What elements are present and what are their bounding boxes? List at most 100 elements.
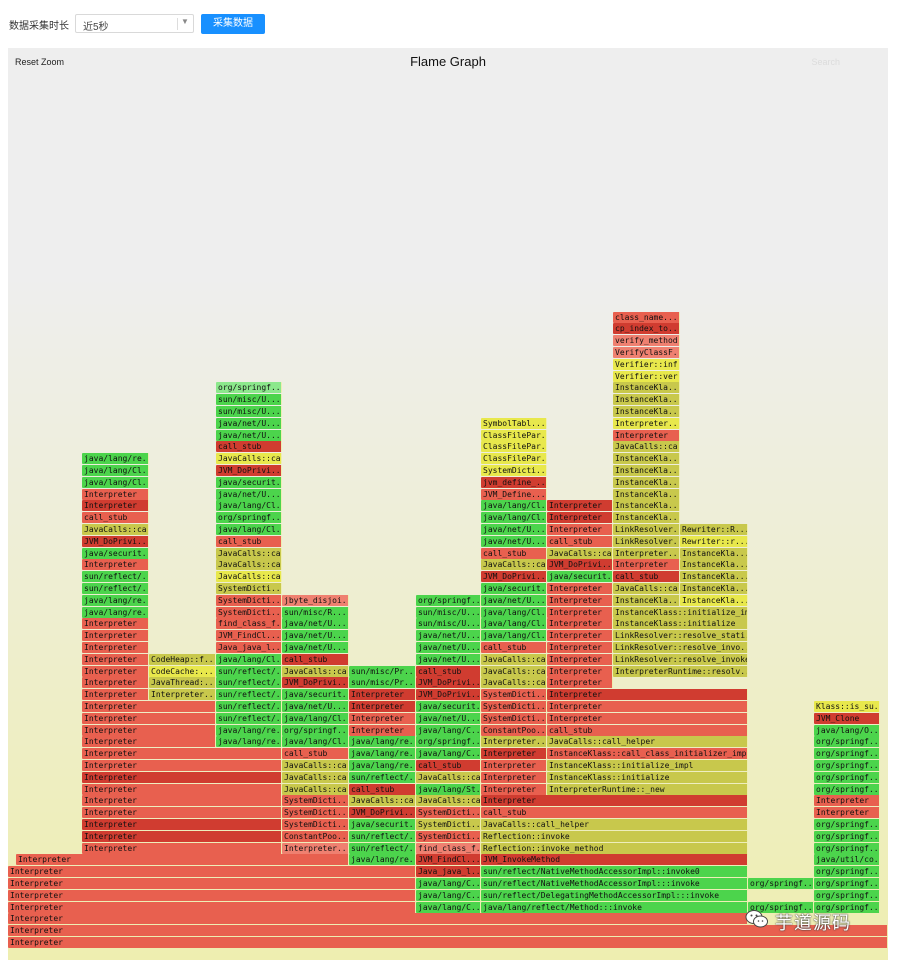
flame-frame[interactable]: class_name... xyxy=(613,311,680,323)
flame-frame[interactable]: JVM_DoPrivi... xyxy=(416,689,481,701)
flame-frame[interactable]: sun/reflect/... xyxy=(216,677,282,689)
flame-frame[interactable]: CodeHeap::f... xyxy=(149,653,216,665)
flame-frame[interactable]: java/lang/O... xyxy=(814,724,880,736)
flame-frame[interactable]: org/springf... xyxy=(416,594,481,606)
flame-frame[interactable]: SystemDicti... xyxy=(481,701,547,712)
flame-frame[interactable]: Interpreter xyxy=(8,937,888,948)
flame-frame[interactable]: java/lang/re... xyxy=(82,594,149,606)
flame-frame[interactable]: Interpreter xyxy=(547,512,613,524)
flame-frame[interactable]: JavaCalls::ca... xyxy=(282,665,349,677)
flame-frame[interactable]: java/net/U... xyxy=(216,429,282,441)
flame-frame[interactable]: java/net/U... xyxy=(282,642,349,653)
flame-frame[interactable]: ClassFilePar... xyxy=(481,429,547,441)
flame-frame[interactable]: Interpreter xyxy=(481,771,547,783)
flame-frame[interactable]: java/net/U... xyxy=(416,630,481,642)
flame-frame[interactable]: org/springf... xyxy=(416,736,481,748)
flame-frame[interactable]: Interpreter xyxy=(349,724,416,736)
flame-frame[interactable]: org/springf... xyxy=(748,878,814,889)
flame-frame[interactable]: Interpreter xyxy=(82,724,216,736)
flame-frame[interactable]: LinkResolver... xyxy=(613,524,680,535)
flame-frame[interactable]: JavaCalls::ca... xyxy=(282,783,349,795)
flame-frame[interactable]: Interpreter xyxy=(481,760,547,771)
flame-frame[interactable]: SystemDicti... xyxy=(416,830,481,842)
flame-frame[interactable]: InstanceKla... xyxy=(613,476,680,488)
flame-frame[interactable]: org/springf... xyxy=(814,819,880,830)
flame-frame[interactable]: JVM_DoPrivi... xyxy=(282,677,349,689)
flame-frame[interactable]: org/springf... xyxy=(814,783,880,795)
flame-frame[interactable]: sun/reflect/... xyxy=(349,771,416,783)
flame-frame[interactable]: call_stub xyxy=(349,783,416,795)
flame-frame[interactable]: JavaCalls::ca... xyxy=(216,453,282,465)
flame-frame[interactable]: JavaCalls::ca... xyxy=(216,571,282,583)
flame-frame[interactable]: SystemDicti... xyxy=(282,819,349,830)
flame-frame[interactable]: java/lang/reflect/Method:::invoke xyxy=(481,901,748,913)
flame-frame[interactable]: org/springf... xyxy=(282,724,349,736)
flame-frame[interactable]: Interpreter xyxy=(613,559,680,571)
flame-frame[interactable]: ClassFilePar... xyxy=(481,453,547,465)
flame-frame[interactable]: InstanceKla... xyxy=(680,571,748,583)
flame-frame[interactable]: org/springf... xyxy=(814,760,880,771)
flame-frame[interactable]: LinkResolver::resolve_invoke xyxy=(613,653,748,665)
flame-frame[interactable]: call_stub xyxy=(547,724,748,736)
flame-frame[interactable]: java/securit... xyxy=(416,701,481,712)
flame-frame[interactable]: Verifier::ver... xyxy=(613,370,680,382)
reset-zoom-button[interactable]: Reset Zoom xyxy=(15,57,65,67)
flame-frame[interactable]: java/net/U... xyxy=(416,712,481,724)
flame-frame[interactable]: Java_java_l... xyxy=(216,642,282,653)
flame-frame[interactable]: Interpreter xyxy=(82,677,149,689)
flame-frame[interactable]: java/lang/re... xyxy=(216,736,282,748)
flame-frame[interactable]: InstanceKla... xyxy=(613,488,680,500)
flame-frame[interactable]: Interpreter xyxy=(814,807,880,819)
flame-frame[interactable]: CodeCache:... xyxy=(149,665,216,677)
flame-frame[interactable]: Interpreter... xyxy=(481,736,547,748)
flame-frame[interactable]: JavaCalls::ca... xyxy=(216,547,282,559)
flame-frame[interactable]: LinkResolver::resolve_stati... xyxy=(613,630,748,642)
flame-frame[interactable]: sun/misc/U... xyxy=(416,606,481,618)
flame-frame[interactable]: call_stub xyxy=(216,535,282,547)
flame-frame[interactable]: InstanceKla... xyxy=(613,512,680,524)
flame-frame[interactable]: Interpreter xyxy=(8,878,416,889)
flame-frame[interactable]: org/springf... xyxy=(814,866,880,878)
flame-frame[interactable]: JVM_DoPrivi... xyxy=(481,571,547,583)
flame-frame[interactable]: Interpreter xyxy=(82,665,149,677)
flame-frame[interactable]: cp_index_to... xyxy=(613,323,680,335)
flame-frame[interactable]: JVM_FindCl... xyxy=(416,854,481,866)
flame-frame[interactable]: Interpreter xyxy=(16,854,349,866)
flame-frame[interactable]: java/lang/re... xyxy=(349,760,416,771)
flame-frame[interactable]: Interpreter xyxy=(814,795,880,807)
flame-frame[interactable]: SystemDicti... xyxy=(481,465,547,476)
flame-frame[interactable]: InstanceKla... xyxy=(613,453,680,465)
flame-frame[interactable]: Interpreter xyxy=(82,807,282,819)
flame-frame[interactable]: java/lang/Cl... xyxy=(82,465,149,476)
flame-frame[interactable]: java/securit... xyxy=(216,476,282,488)
flame-frame[interactable]: org/springf... xyxy=(216,512,282,524)
flame-frame[interactable]: Klass::is_su... xyxy=(814,701,880,712)
flame-frame[interactable]: InstanceKlass::initialize xyxy=(613,618,748,630)
flame-frame[interactable]: java/lang/Cl... xyxy=(216,524,282,535)
flame-frame[interactable]: sun/misc/Pr... xyxy=(349,677,416,689)
flame-frame[interactable]: Interpreter xyxy=(547,653,613,665)
flame-frame[interactable]: InstanceKlass::call_class_initializer_im… xyxy=(547,748,748,760)
flame-frame[interactable]: InterpreterRuntime::_new xyxy=(547,783,748,795)
flame-frame[interactable]: Interpreter xyxy=(547,500,613,512)
flame-frame[interactable]: call_stub xyxy=(481,547,547,559)
flame-frame[interactable]: org/springf... xyxy=(814,842,880,854)
flame-frame[interactable]: Reflection::invoke_method xyxy=(481,842,748,854)
flame-frame[interactable]: VerifyClassF... xyxy=(613,347,680,358)
flame-frame[interactable]: sun/reflect/... xyxy=(216,712,282,724)
flame-frame[interactable]: SystemDicti... xyxy=(416,819,481,830)
flame-frame[interactable]: Interpreter xyxy=(82,689,149,701)
flame-frame[interactable]: sun/reflect/... xyxy=(82,583,149,594)
flame-frame[interactable]: Interpreter xyxy=(547,618,613,630)
flame-frame[interactable]: java/lang/re... xyxy=(349,748,416,760)
flame-frame[interactable]: Interpreter xyxy=(82,500,149,512)
flame-frame[interactable]: jvm_define_... xyxy=(481,476,547,488)
flame-frame[interactable]: Interpreter xyxy=(82,642,149,653)
flame-frame[interactable]: Interpreter xyxy=(82,712,216,724)
flame-frame[interactable]: Interpreter... xyxy=(282,842,349,854)
flame-frame[interactable]: sun/misc/U... xyxy=(216,394,282,406)
flame-frame[interactable]: sun/reflect/NativeMethodAccessorImpl:::i… xyxy=(481,878,748,889)
flame-frame[interactable]: java/lang/re... xyxy=(349,854,416,866)
flame-frame[interactable]: java/net/U... xyxy=(282,630,349,642)
flame-frame[interactable]: Interpreter xyxy=(82,819,282,830)
